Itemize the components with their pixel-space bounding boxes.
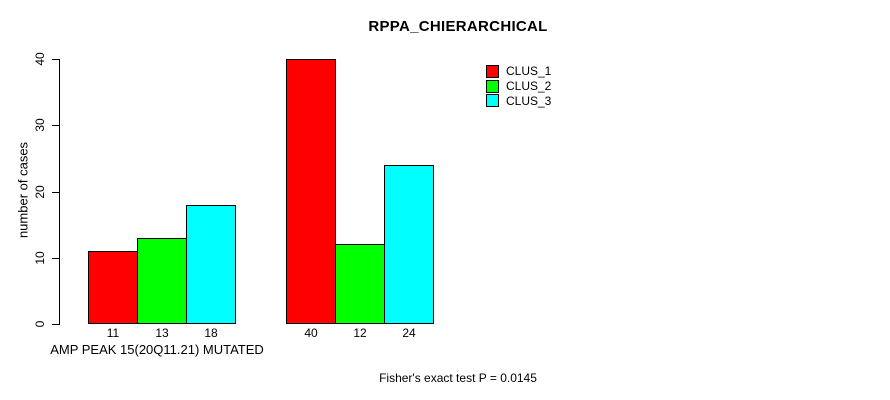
bar-value-label: 40 xyxy=(304,326,318,340)
legend-swatch-clus_2 xyxy=(486,79,499,93)
bar-value-label: 18 xyxy=(204,326,218,340)
bar-clus_3-group1 xyxy=(186,205,236,324)
bar-clus_2-group1 xyxy=(137,238,187,324)
bar-clus_3-group2 xyxy=(384,165,434,324)
legend-label: CLUS_3 xyxy=(506,93,552,108)
y-tick-label: 10 xyxy=(33,251,47,265)
y-axis-tick xyxy=(52,324,59,325)
y-tick-label: 0 xyxy=(33,320,47,328)
y-axis-tick xyxy=(52,59,59,60)
bar-value-label: 12 xyxy=(353,326,367,340)
y-tick-label: 30 xyxy=(33,118,47,132)
legend-swatch-clus_1 xyxy=(486,64,499,78)
y-axis-line xyxy=(59,59,60,325)
bar-value-label: 11 xyxy=(106,326,120,340)
x-axis-label: AMP PEAK 15(20Q11.21) MUTATED xyxy=(50,342,264,357)
y-axis-tick xyxy=(52,258,59,259)
legend: CLUS_1 CLUS_2 CLUS_3 xyxy=(486,64,551,108)
bar-value-label: 13 xyxy=(155,326,169,340)
legend-item-clus_2: CLUS_2 xyxy=(486,79,551,94)
legend-label: CLUS_2 xyxy=(506,79,552,94)
bar-clus_1-group1 xyxy=(88,251,138,324)
y-axis-tick xyxy=(52,125,59,126)
stats-footnote: Fisher's exact test P = 0.0145 xyxy=(379,371,537,385)
legend-swatch-clus_3 xyxy=(486,94,499,108)
y-axis-tick xyxy=(52,192,59,193)
legend-item-clus_1: CLUS_1 xyxy=(486,64,551,79)
legend-item-clus_3: CLUS_3 xyxy=(486,93,551,108)
legend-label: CLUS_1 xyxy=(506,64,552,79)
y-tick-label: 20 xyxy=(33,185,47,199)
bar-clus_1-group2 xyxy=(286,59,336,324)
y-axis-label: number of cases xyxy=(15,141,31,239)
bar-clus_2-group2 xyxy=(335,244,385,324)
y-tick-label: 40 xyxy=(33,52,47,66)
chart-title: RPPA_CHIERARCHICAL xyxy=(368,18,548,35)
bar-value-label: 24 xyxy=(402,326,416,340)
